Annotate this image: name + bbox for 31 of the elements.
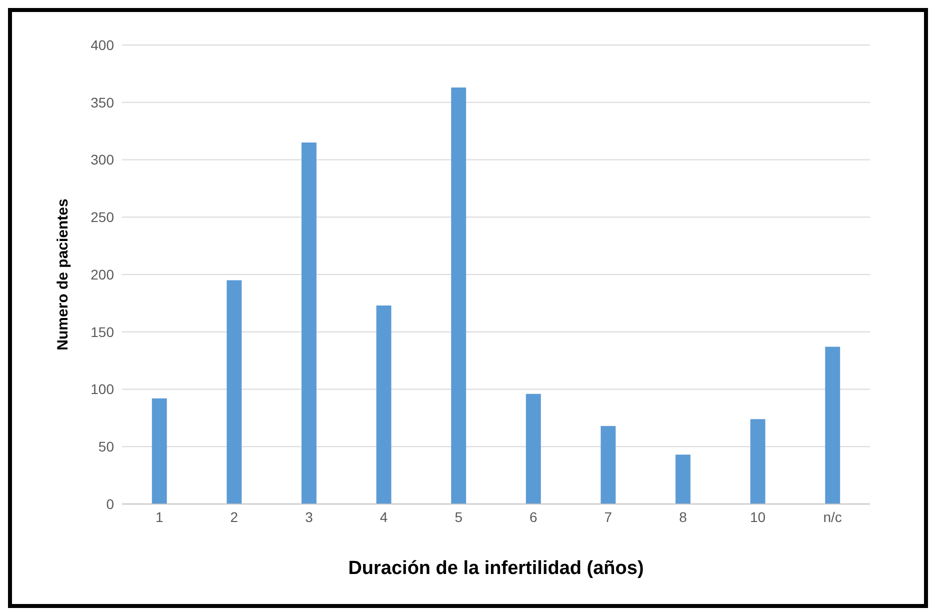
y-axis-title: Numero de pacientes bbox=[54, 198, 72, 350]
y-tick-label: 350 bbox=[90, 94, 114, 110]
y-tick-label: 200 bbox=[90, 266, 114, 282]
x-tick-label: 6 bbox=[530, 508, 538, 525]
y-tick-label: 400 bbox=[90, 36, 114, 53]
bar bbox=[302, 142, 316, 504]
y-tick-label: 150 bbox=[90, 324, 114, 340]
y-tick-label: 100 bbox=[90, 381, 114, 398]
x-axis-title: Duración de la infertilidad (años) bbox=[348, 558, 644, 579]
y-tick-label: 0 bbox=[106, 496, 114, 512]
bar bbox=[376, 305, 392, 504]
x-tick-label: 4 bbox=[380, 508, 388, 525]
x-tick-label: 7 bbox=[604, 508, 612, 525]
x-tick-label: 3 bbox=[305, 508, 314, 525]
x-tick-label: 1 bbox=[156, 508, 164, 525]
y-tick-label: 50 bbox=[98, 438, 114, 455]
x-tick-label: 5 bbox=[454, 508, 463, 525]
bar bbox=[676, 454, 690, 504]
x-tick-label: 8 bbox=[679, 508, 688, 525]
bar bbox=[451, 87, 466, 504]
x-tick-label: 2 bbox=[230, 508, 238, 525]
bar bbox=[600, 426, 616, 504]
bar bbox=[226, 280, 242, 504]
y-tick-label: 250 bbox=[90, 209, 114, 226]
bar bbox=[526, 394, 541, 504]
x-tick-label: 10 bbox=[750, 508, 766, 525]
bar bbox=[152, 398, 167, 504]
y-tick-label: 300 bbox=[90, 152, 114, 168]
bar bbox=[825, 346, 840, 504]
bar bbox=[750, 419, 766, 504]
x-tick-label: n/c bbox=[823, 508, 842, 525]
